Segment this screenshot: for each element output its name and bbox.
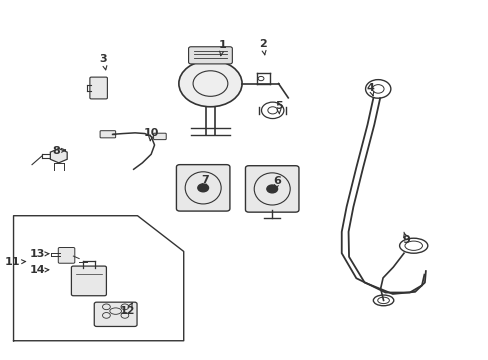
FancyBboxPatch shape — [176, 165, 229, 211]
FancyBboxPatch shape — [90, 77, 107, 99]
Text: 2: 2 — [259, 39, 266, 55]
Text: 14: 14 — [30, 265, 49, 275]
FancyBboxPatch shape — [100, 131, 116, 138]
FancyBboxPatch shape — [245, 166, 298, 212]
Text: 3: 3 — [100, 54, 107, 70]
Circle shape — [266, 185, 277, 193]
FancyBboxPatch shape — [188, 47, 232, 64]
Text: 12: 12 — [120, 303, 135, 316]
Polygon shape — [50, 149, 67, 163]
Text: 8: 8 — [52, 146, 65, 156]
FancyBboxPatch shape — [94, 302, 137, 327]
Circle shape — [198, 184, 208, 192]
Text: 4: 4 — [366, 83, 374, 96]
Text: 5: 5 — [274, 101, 282, 114]
Circle shape — [179, 60, 242, 107]
Text: 11: 11 — [4, 257, 26, 267]
Text: 7: 7 — [201, 175, 208, 188]
FancyBboxPatch shape — [153, 133, 166, 140]
FancyBboxPatch shape — [58, 248, 75, 263]
Text: 1: 1 — [218, 40, 226, 56]
FancyBboxPatch shape — [71, 266, 106, 296]
Text: 9: 9 — [402, 232, 409, 245]
Text: 10: 10 — [143, 128, 159, 141]
Text: 13: 13 — [30, 249, 49, 259]
Text: 6: 6 — [273, 176, 281, 189]
